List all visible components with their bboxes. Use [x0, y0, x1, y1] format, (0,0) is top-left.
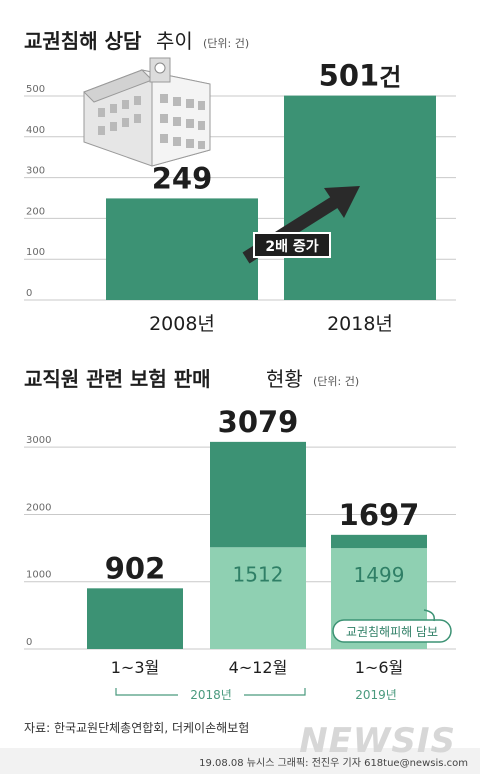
chart-1-value-unit: 건	[379, 64, 401, 92]
chart-2-unit: (단위: 건)	[313, 375, 359, 388]
chart-1-value-label-0: 249	[152, 161, 213, 195]
group-label-2018: 2018년	[190, 688, 232, 702]
chart-1-bar-0	[106, 198, 258, 300]
chart-2-inner-label-2: 1499	[354, 563, 405, 587]
chart-1-unit: (단위: 건)	[203, 37, 249, 50]
chart-2-category-1: 4~12월	[229, 658, 288, 677]
annotation-badge: 2배 증가	[253, 232, 331, 258]
chart-1-y-tick-0: 0	[26, 288, 32, 299]
chart-2-y-tick-2: 2000	[26, 502, 51, 513]
chart-1-title: 교권침해 상담	[24, 29, 142, 53]
chart-2-bar-dark-0	[87, 588, 183, 649]
chart-2-title: 교직원 관련 보험 판매	[24, 367, 211, 391]
chart-1-y-tick-3: 300	[26, 166, 45, 177]
chart-2: 교직원 관련 보험 판매 현황 (단위: 건) 0 1000 2000 3000 90…	[24, 367, 456, 702]
chart-1-bars	[106, 95, 436, 300]
chart-2-bars	[87, 441, 427, 649]
chart-1-value-label-1: 501건	[319, 59, 402, 93]
chart-2-bar-dark-2	[331, 534, 427, 549]
chart-1-y-tick-4: 400	[26, 125, 45, 136]
chart-1-y-tick-2: 200	[26, 206, 45, 217]
chart-2-bar-light-1	[210, 547, 306, 649]
note-text: 교권침해피해 담보	[346, 625, 438, 639]
chart-2-category-0: 1~3월	[111, 658, 160, 677]
chart-1: 교권침해 상담 추이 (단위: 건) 0 100 200 300 400 500 249 5…	[24, 29, 456, 335]
chart-1-bar-1	[284, 95, 436, 300]
chart-1-title-sub: 추이	[156, 29, 193, 53]
chart-2-category-2: 1~6월	[355, 658, 404, 677]
group-label-2019: 2019년	[355, 688, 397, 702]
footer-band	[0, 748, 480, 774]
chart-1-category-1: 2018년	[327, 313, 393, 335]
chart-1-category-0: 2008년	[149, 313, 215, 335]
chart-2-y-ticks: 0 1000 2000 3000	[26, 435, 51, 648]
chart-2-y-tick-3: 3000	[26, 435, 51, 446]
group-bracket-2018: 2018년	[115, 687, 306, 702]
chart-2-total-label-2: 1697	[339, 498, 420, 532]
chart-1-y-tick-1: 100	[26, 247, 45, 258]
school-building-icon	[83, 57, 211, 167]
chart-2-value-labels: 902 3079 1512 1697 1499	[105, 405, 420, 587]
chart-1-y-ticks: 0 100 200 300 400 500	[26, 84, 45, 299]
chart-1-value-labels: 249 501건	[152, 59, 402, 196]
note-badge: 교권침해피해 담보	[332, 609, 452, 643]
chart-2-y-tick-1: 1000	[26, 570, 51, 581]
chart-1-y-tick-5: 500	[26, 84, 45, 95]
chart-2-category-labels: 1~3월 4~12월 1~6월	[111, 658, 404, 677]
chart-2-title-sub: 현황	[266, 367, 303, 391]
chart-2-total-label-1: 3079	[218, 405, 299, 439]
chart-2-total-label-0: 902	[105, 551, 166, 585]
newsis-logo: NEWSIS	[299, 721, 456, 761]
source-note: 자료: 한국교원단체총연합회, 더케이손해보험	[24, 721, 249, 735]
chart-1-category-labels: 2008년 2018년	[149, 313, 393, 335]
credit-line: 19.08.08 뉴시스 그래픽: 전진우 기자 618tue@newsis.c…	[199, 757, 468, 769]
chart-2-bar-dark-1	[210, 441, 306, 548]
chart-2-inner-label-1: 1512	[233, 562, 284, 586]
chart-2-y-tick-0: 0	[26, 637, 32, 648]
annotation-text: 2배 증가	[265, 239, 318, 255]
